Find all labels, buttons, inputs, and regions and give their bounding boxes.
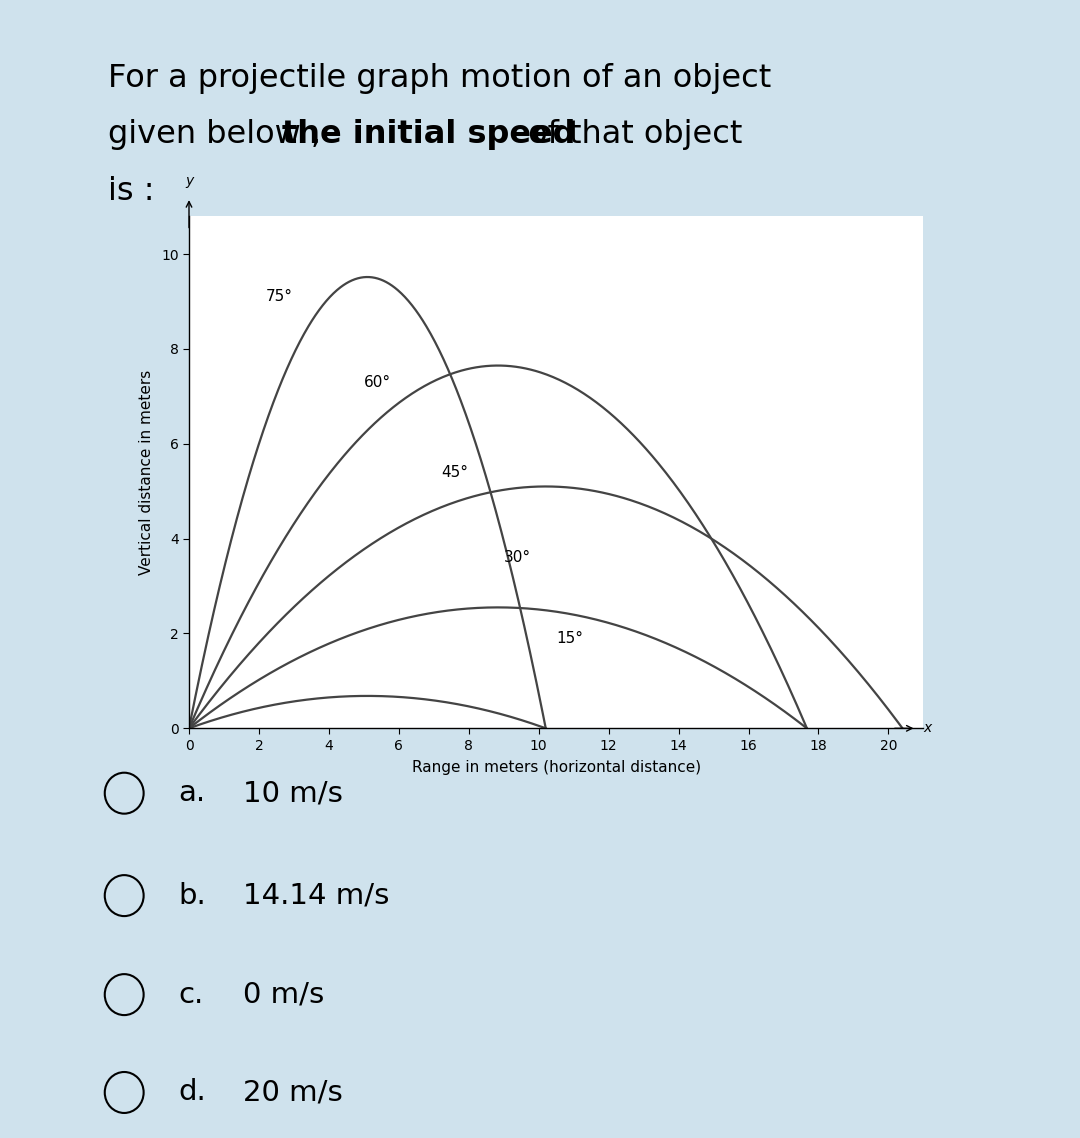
Text: d.: d. bbox=[178, 1079, 206, 1106]
Text: c.: c. bbox=[178, 981, 203, 1008]
Text: b.: b. bbox=[178, 882, 206, 909]
Text: y: y bbox=[185, 174, 193, 188]
X-axis label: Range in meters (horizontal distance): Range in meters (horizontal distance) bbox=[411, 760, 701, 775]
Text: 75°: 75° bbox=[266, 289, 293, 304]
Text: 14.14 m/s: 14.14 m/s bbox=[243, 882, 390, 909]
Text: of that object: of that object bbox=[518, 119, 743, 150]
Y-axis label: Vertical distance in meters: Vertical distance in meters bbox=[139, 370, 154, 575]
Text: x: x bbox=[923, 721, 932, 735]
Text: 20 m/s: 20 m/s bbox=[243, 1079, 342, 1106]
Text: 45°: 45° bbox=[441, 464, 468, 480]
Text: 15°: 15° bbox=[556, 630, 583, 645]
Text: given below ,: given below , bbox=[108, 119, 332, 150]
Text: is :: is : bbox=[108, 176, 154, 207]
Text: 0 m/s: 0 m/s bbox=[243, 981, 324, 1008]
Text: For a projectile graph motion of an object: For a projectile graph motion of an obje… bbox=[108, 63, 771, 93]
Text: a.: a. bbox=[178, 780, 205, 807]
Text: 60°: 60° bbox=[364, 374, 391, 389]
Text: 30°: 30° bbox=[503, 550, 531, 566]
Text: the initial speed: the initial speed bbox=[282, 119, 576, 150]
Text: 10 m/s: 10 m/s bbox=[243, 780, 342, 807]
